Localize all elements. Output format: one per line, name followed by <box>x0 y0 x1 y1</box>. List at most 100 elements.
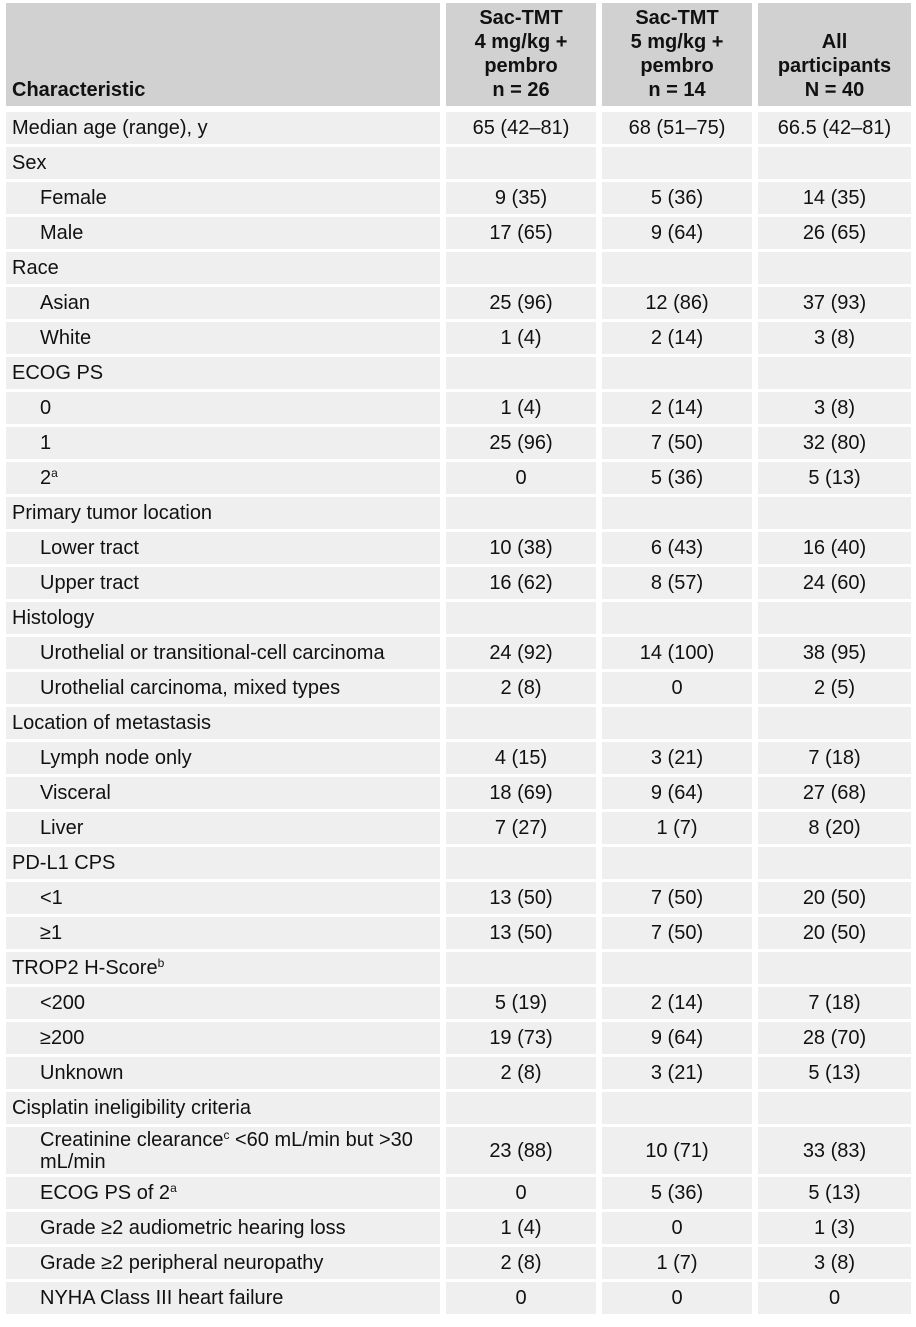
table-row: Cisplatin ineligibility criteria <box>6 1092 911 1127</box>
row-label-text: Liver <box>40 817 84 839</box>
value-5mg <box>602 952 758 987</box>
value-all <box>758 357 911 392</box>
value-5mg: 9 (64) <box>602 217 758 252</box>
header-line: Sac-TMT <box>635 7 719 29</box>
header-arm-5mg: Sac-TMT 5 mg/kg + pembro n = 14 <box>602 3 758 112</box>
header-line: participants <box>777 55 892 77</box>
value-4mg <box>446 952 602 987</box>
table-row: Creatinine clearancec <60 mL/min but >30… <box>6 1127 911 1177</box>
value-4mg: 25 (96) <box>446 427 602 462</box>
value-4mg: 13 (50) <box>446 882 602 917</box>
row-label-category: Race <box>6 252 446 287</box>
row-label-text: 1 <box>40 432 52 454</box>
table-row: 2a 0 5 (36) 5 (13) <box>6 462 911 497</box>
value-all <box>758 147 911 182</box>
row-label-text: White <box>40 327 92 349</box>
row-label-category: Sex <box>6 147 446 182</box>
row-label-text: <1 <box>40 887 63 909</box>
value-4mg <box>446 707 602 742</box>
row-label-continuation: <60 mL/min but >30 mL/min <box>40 1128 413 1173</box>
value-4mg: 0 <box>446 1177 602 1212</box>
header-line: pembro <box>640 55 714 77</box>
value-all <box>758 707 911 742</box>
table-row: ≥200 19 (73) 9 (64) 28 (70) <box>6 1022 911 1057</box>
row-label-sub: NYHA Class III heart failure <box>6 1282 446 1317</box>
table-row: White 1 (4) 2 (14) 3 (8) <box>6 322 911 357</box>
value-4mg: 1 (4) <box>446 322 602 357</box>
row-label-text: 2 <box>40 467 52 489</box>
row-label-sub: Visceral <box>6 777 446 812</box>
row-label-text: Grade ≥2 audiometric hearing loss <box>40 1217 346 1239</box>
row-label-sub: Urothelial or transitional-cell carcinom… <box>6 637 446 672</box>
value-4mg: 13 (50) <box>446 917 602 952</box>
header-all-participants: All participants N = 40 <box>758 3 911 112</box>
row-label-sub: Liver <box>6 812 446 847</box>
table-row: Unknown 2 (8) 3 (21) 5 (13) <box>6 1057 911 1092</box>
row-label-category: Histology <box>6 602 446 637</box>
value-4mg: 1 (4) <box>446 392 602 427</box>
value-all: 7 (18) <box>758 987 911 1022</box>
table-row: Sex <box>6 147 911 182</box>
row-label-text: ECOG PS of 2 <box>40 1182 171 1204</box>
value-all: 26 (65) <box>758 217 911 252</box>
value-4mg <box>446 252 602 287</box>
value-5mg <box>602 497 758 532</box>
row-label-sub: Creatinine clearancec <60 mL/min but >30… <box>6 1127 446 1177</box>
footnote-marker: c <box>223 1127 230 1142</box>
value-4mg: 16 (62) <box>446 567 602 602</box>
value-all <box>758 497 911 532</box>
row-label-text: Visceral <box>40 782 111 804</box>
value-5mg: 0 <box>602 1282 758 1317</box>
header-line: N = 40 <box>804 79 865 101</box>
value-all <box>758 252 911 287</box>
value-4mg: 10 (38) <box>446 532 602 567</box>
row-label-text: Female <box>40 187 107 209</box>
table-row: Asian 25 (96) 12 (86) 37 (93) <box>6 287 911 322</box>
value-4mg: 2 (8) <box>446 1247 602 1282</box>
value-4mg: 2 (8) <box>446 672 602 707</box>
row-label-text: Cisplatin ineligibility criteria <box>12 1097 251 1119</box>
table-row: NYHA Class III heart failure 0 0 0 <box>6 1282 911 1317</box>
baseline-characteristics-table: Characteristic Sac-TMT 4 mg/kg + pembro … <box>6 3 911 1317</box>
value-5mg: 5 (36) <box>602 462 758 497</box>
row-label-category: Median age (range), y <box>6 112 446 147</box>
row-label-sub: 0 <box>6 392 446 427</box>
table-row: Lymph node only 4 (15) 3 (21) 7 (18) <box>6 742 911 777</box>
row-label-text: Histology <box>12 607 95 629</box>
value-5mg: 0 <box>602 1212 758 1247</box>
value-5mg <box>602 147 758 182</box>
row-label-sub: Grade ≥2 peripheral neuropathy <box>6 1247 446 1282</box>
value-4mg: 23 (88) <box>446 1127 602 1177</box>
value-4mg: 7 (27) <box>446 812 602 847</box>
value-all: 38 (95) <box>758 637 911 672</box>
row-label-sub: <200 <box>6 987 446 1022</box>
value-5mg: 5 (36) <box>602 1177 758 1212</box>
value-5mg: 2 (14) <box>602 987 758 1022</box>
value-4mg <box>446 497 602 532</box>
value-all: 3 (8) <box>758 392 911 427</box>
table-row: Urothelial or transitional-cell carcinom… <box>6 637 911 672</box>
value-5mg <box>602 602 758 637</box>
value-5mg: 6 (43) <box>602 532 758 567</box>
row-label-category: Primary tumor location <box>6 497 446 532</box>
table-row: Upper tract 16 (62) 8 (57) 24 (60) <box>6 567 911 602</box>
value-all <box>758 1092 911 1127</box>
row-label-sub: Male <box>6 217 446 252</box>
table-row: <200 5 (19) 2 (14) 7 (18) <box>6 987 911 1022</box>
value-all: 5 (13) <box>758 1057 911 1092</box>
row-label-sub: Asian <box>6 287 446 322</box>
table-row: ECOG PS of 2a 0 5 (36) 5 (13) <box>6 1177 911 1212</box>
value-5mg: 7 (50) <box>602 882 758 917</box>
table-row: Visceral 18 (69) 9 (64) 27 (68) <box>6 777 911 812</box>
row-label-text: Location of metastasis <box>12 712 211 734</box>
value-all <box>758 602 911 637</box>
table-row: PD-L1 CPS <box>6 847 911 882</box>
row-label-sub: Grade ≥2 audiometric hearing loss <box>6 1212 446 1247</box>
row-label-text: ≥200 <box>40 1027 85 1049</box>
table-body: Median age (range), y 65 (42–81) 68 (51–75… <box>6 112 911 1317</box>
value-all: 8 (20) <box>758 812 911 847</box>
value-5mg <box>602 357 758 392</box>
row-label-sub: 1 <box>6 427 446 462</box>
value-4mg: 0 <box>446 1282 602 1317</box>
row-label-text: ECOG PS <box>12 362 104 384</box>
